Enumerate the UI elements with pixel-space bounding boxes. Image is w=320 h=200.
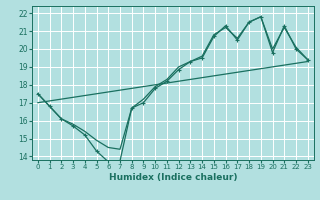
X-axis label: Humidex (Indice chaleur): Humidex (Indice chaleur) bbox=[108, 173, 237, 182]
